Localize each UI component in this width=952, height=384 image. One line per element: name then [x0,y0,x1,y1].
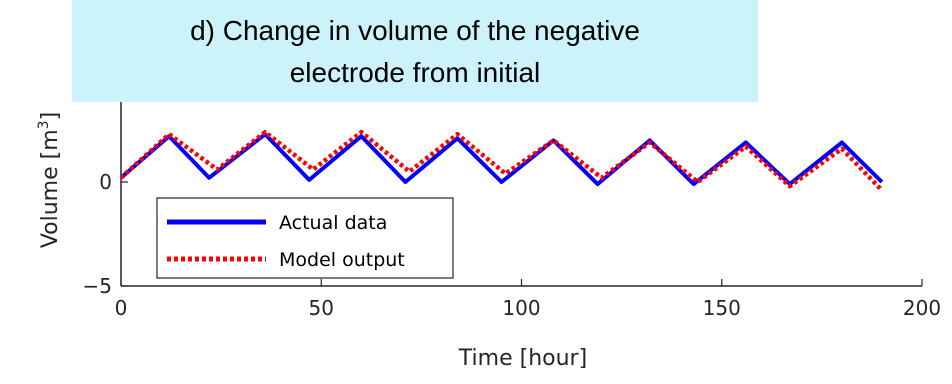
x-axis-ticks: 0 50 100 150 200 [115,279,941,320]
y-tick-label-0: −5 [83,274,112,298]
x-tick-label-2: 100 [502,296,540,320]
chart-title-line-2: electrode from initial [290,57,541,88]
x-axis-label: Time [hour] [458,346,587,371]
y-axis-ticks: −5 0 [83,170,128,298]
series-layer [119,129,884,192]
legend: Actual data Model output [156,197,454,279]
y-axis-label-main: Volume [m [38,129,63,248]
x-tick-label-3: 150 [703,296,741,320]
series-line-actual-data [119,132,884,187]
title-background [72,0,758,102]
legend-label-model: Model output [279,249,405,271]
legend-box [156,197,454,279]
y-axis-label-sup: 3 [36,120,52,129]
y-axis-label: Volume [m3] [36,112,63,248]
x-tick-label-4: 200 [903,296,941,320]
x-tick-label-0: 0 [115,296,128,320]
series-line-model-output [119,129,884,192]
x-tick-label-1: 50 [309,296,334,320]
chart-title-line-1: d) Change in volume of the negative [190,15,640,46]
y-axis-label-close: ] [38,112,63,121]
y-tick-label-1: 0 [99,170,112,194]
chart-title-box: d) Change in volume of the negative elec… [72,0,758,102]
legend-label-actual: Actual data [279,212,387,234]
